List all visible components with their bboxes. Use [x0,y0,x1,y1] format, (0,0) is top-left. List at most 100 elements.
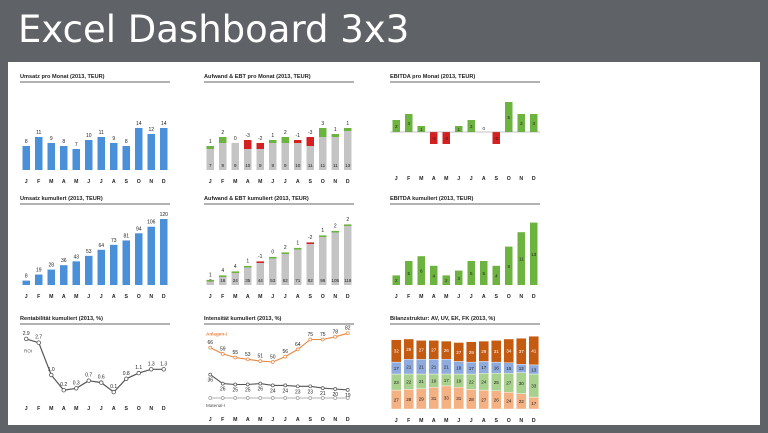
ebitda-kum-title: EBITDA kumuliert (2013, TEUR) [390,196,474,202]
aufwand-ebt-bar [244,140,252,149]
bilanz-month-label: J [470,418,473,424]
ebitda-kum-bar [505,246,513,285]
intens-point [258,396,263,400]
bilanz-segment-label: 31 [494,349,500,354]
intens-point [320,337,325,342]
ebitda-data-label: 3 [520,121,523,126]
ebitda-bar [455,126,463,132]
aufwand-kum-aufwand-bar [256,263,264,285]
rentab-month-label: O [137,406,141,412]
umsatz-data-label: 14 [136,121,142,127]
ebitda-kum-data-label: 2 [445,278,448,283]
rentab-point [111,389,116,395]
intens-point [295,396,300,400]
intens-point [295,347,300,352]
ebitda-data-label: 0 [482,126,485,131]
bilanz-segment-label: 27 [506,381,512,386]
intens-point [345,388,350,392]
ebitda-month-label: S [495,176,499,182]
bilanz-segment-label: 31 [456,396,462,401]
aufwand-kum-aufwand-bar [244,267,252,285]
bilanz-segment-label: 22 [469,380,475,385]
bilanz-segment-label: 27 [419,348,425,353]
umsatz-kum-bar [97,249,105,285]
rentab-month-label: M [74,406,78,412]
ebitda-data-label: -2 [444,136,449,141]
bilanz-segment [441,340,452,360]
intens-data-label: 36 [207,378,213,384]
aufwand-aufwand-bar [219,143,227,170]
intens-point [270,360,275,364]
aufwand-kum-month-label: N [333,294,337,300]
aufwand-kum-ebt-label: 4 [234,264,237,270]
intens-month-label: N [333,417,337,423]
umsatz-bar [35,137,43,170]
rentab-month-label: A [112,406,116,412]
aufwand-aufwand-label: 10 [245,163,251,168]
bilanz-segment-label: 28 [469,397,475,402]
ebitda-bar [517,114,525,132]
aufwand-aufwand-label: 10 [295,163,301,168]
intens-month-label: F [221,417,224,423]
intens-point [270,396,275,400]
umsatz-bar [97,137,105,170]
ebitda-data-label: 1 [420,127,423,132]
ebitda-bar [505,102,513,132]
rentab-point [86,378,91,383]
rentab-point [161,367,166,372]
rentab-month-label: N [149,406,153,412]
rentab-data-label: 2.9 [23,331,30,337]
bilanz-segment-label: 22 [519,399,525,404]
bilanz-segment-label: 29 [481,349,487,354]
rentab-data-label: 1.1 [135,365,142,371]
aufwand-month-label: O [321,179,325,185]
ebitda-data-label: 3 [407,121,410,126]
ebitda-kum-data-label: 11 [519,257,524,262]
aufwand-kum-ebt-label: 0 [271,250,274,256]
aufwand-kum-aufwand-bar [319,237,327,285]
bilanz-segment-label: 18 [456,366,462,371]
ebitda-month-label: J [457,176,460,182]
rentab-data-label: 1.0 [48,367,55,373]
bilanz-title: Bilanzstruktur: AV, UV, EK, FK (2013, %) [390,316,495,322]
ebitda-kum-bar [442,275,450,285]
intens-data-label: 26 [220,387,226,393]
aufwand-kum-aufwand-label: 96 [320,278,326,283]
ebitda-data-label: 2 [395,124,398,129]
bilanz-segment [528,336,539,366]
umsatz-data-label: 9 [112,136,115,142]
ebitda-month-label: J [470,176,473,182]
umsatz-bar [110,143,118,170]
umsatz-kum-data-label: 64 [98,243,104,249]
intens-month-label: A [296,417,300,423]
rentab-month-label: D [162,406,166,412]
ebitda-kum-data-label: 5 [470,271,473,276]
aufwand-month-label: J [284,179,287,185]
aufwand-ebt-label: -3 [246,133,251,139]
bilanz-segment-label: 34 [506,349,512,354]
umsatz-month-label: O [137,179,141,185]
ebitda-data-label: 2 [470,124,473,129]
aufwand-kum-ebt-bar [256,261,264,263]
umsatz-month-label: J [87,179,90,185]
umsatz-data-label: 10 [86,133,92,139]
aufwand-kum-ebt-label: 2 [284,245,287,251]
bilanz-month-label: N [519,418,523,424]
rentab-month-label: S [125,406,129,412]
intens-point [333,334,338,339]
intens-point [208,372,213,377]
ebitda-kum-month-label: N [519,294,523,300]
ebitda-kum-bar [417,256,425,285]
intens-point [295,384,300,389]
intens-data-label: 55 [232,350,238,356]
umsatz-kum-data-label: 53 [86,249,92,255]
intens-point [308,396,313,400]
aufwand-ebt-bar [344,128,352,131]
aufwand-month-label: D [346,179,350,185]
umsatz-kum-bar [147,226,155,285]
ebitda-kum-bar [492,265,500,285]
rentab-chart: Rentabilität kumuliert (2013, %) 2.9 2.7 1.… [20,316,170,412]
aufwand-kum-aufwand-bar [231,273,239,285]
ebitda-month-label: M [419,176,423,182]
